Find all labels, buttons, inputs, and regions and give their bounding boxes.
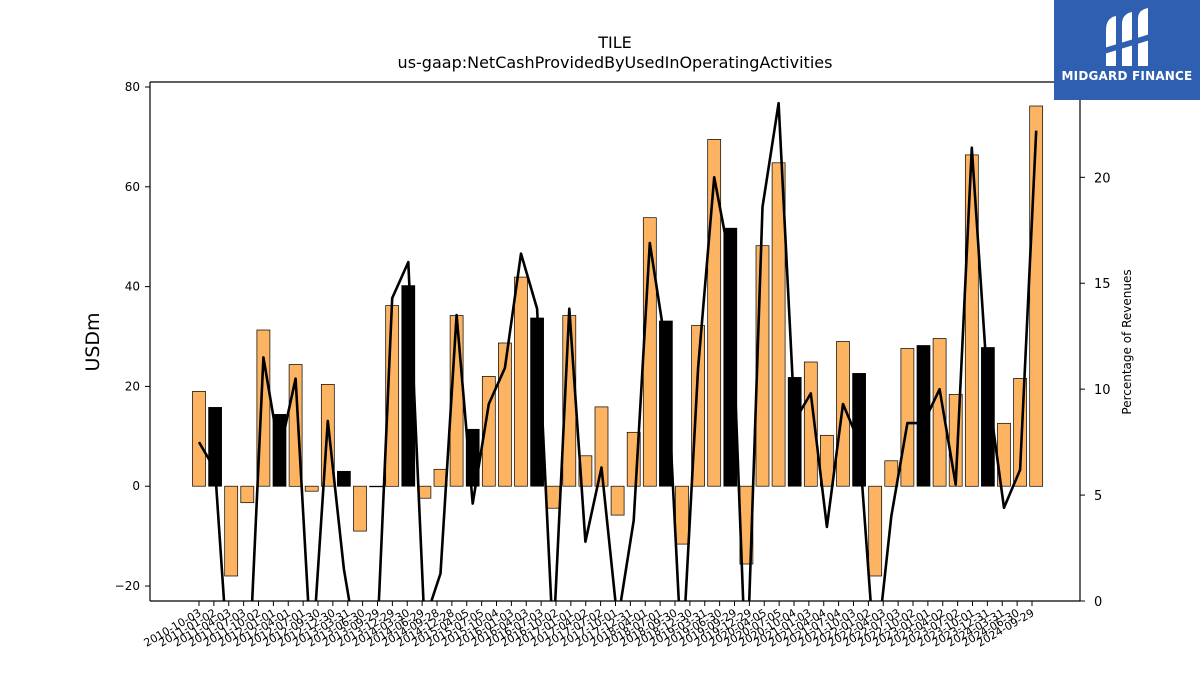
bar bbox=[594, 406, 609, 487]
bar bbox=[803, 361, 818, 487]
bar bbox=[771, 162, 786, 487]
y-axis-label: USDm bbox=[82, 312, 104, 371]
y2-tick-label: 0 bbox=[1094, 595, 1102, 610]
bar bbox=[481, 376, 496, 487]
bar bbox=[675, 485, 689, 545]
midgard-logo-icon bbox=[1104, 8, 1150, 66]
chart-title: TILE bbox=[597, 33, 632, 52]
bar bbox=[369, 485, 383, 488]
bar bbox=[820, 434, 834, 487]
logo-brand-text: MIDGARD FINANCE bbox=[1061, 69, 1193, 83]
bar bbox=[610, 485, 625, 516]
bar bbox=[514, 276, 528, 487]
y-tick-label: −20 bbox=[115, 579, 140, 593]
bar bbox=[192, 391, 206, 487]
bar bbox=[304, 485, 319, 492]
y2-axis-label: Percentage of Revenues bbox=[1120, 269, 1134, 414]
bar bbox=[916, 345, 931, 487]
chart-subtitle: us-gaap:NetCashProvidedByUsedInOperating… bbox=[398, 53, 833, 72]
y2-tick-label: 5 bbox=[1094, 489, 1102, 504]
bar bbox=[224, 485, 239, 577]
y-tick-label: 80 bbox=[125, 80, 140, 94]
bar bbox=[981, 347, 995, 487]
y-tick-label: 20 bbox=[125, 379, 140, 393]
line-group bbox=[197, 101, 1038, 601]
bars-group bbox=[192, 105, 1044, 577]
bar bbox=[546, 485, 561, 509]
bar bbox=[240, 485, 255, 504]
y2-tick-label: 20 bbox=[1094, 171, 1111, 186]
bar bbox=[353, 485, 367, 532]
bar bbox=[337, 470, 351, 487]
y-tick-label: 40 bbox=[125, 280, 140, 294]
bar bbox=[932, 338, 947, 487]
y-tick-label: 60 bbox=[125, 180, 140, 194]
y2-tick-label: 15 bbox=[1094, 277, 1111, 292]
bar bbox=[723, 227, 738, 487]
logo-badge: MIDGARD FINANCE bbox=[1054, 0, 1200, 100]
y2-tick-label: 10 bbox=[1094, 383, 1111, 398]
y-tick-label: 0 bbox=[132, 479, 140, 493]
bar bbox=[900, 348, 915, 487]
bar bbox=[868, 485, 883, 577]
bar bbox=[787, 377, 802, 487]
bar bbox=[498, 342, 512, 487]
pct-revenue-line bbox=[197, 101, 1038, 601]
bar bbox=[659, 320, 673, 487]
bar bbox=[1029, 105, 1044, 487]
ticks-group: −20020406080051015202010-10-032011-01-02… bbox=[115, 80, 1111, 650]
